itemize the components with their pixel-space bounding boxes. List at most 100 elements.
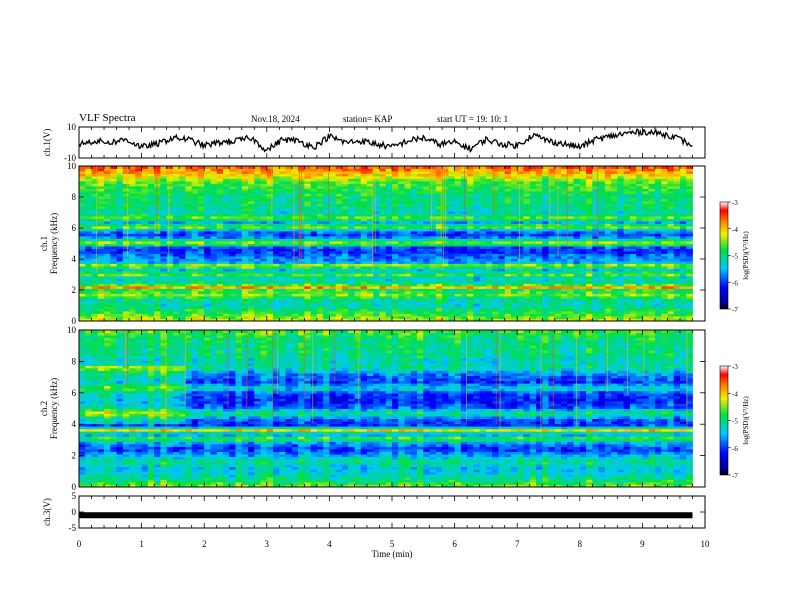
- ch1-cell: [642, 271, 649, 274]
- ch1-cell: [549, 256, 556, 259]
- ch1-cell: [185, 196, 192, 199]
- ch1-cell: [367, 274, 374, 277]
- ch1-cell: [530, 221, 537, 224]
- ch1-cell: [430, 294, 437, 297]
- ch1-cell: [486, 244, 493, 247]
- ch1-cell: [661, 264, 668, 267]
- ch1-cell: [110, 269, 117, 272]
- ch1-cell: [223, 296, 230, 299]
- ch1-cell: [279, 246, 286, 249]
- ch1-cell: [373, 249, 380, 252]
- ch1-cell: [523, 301, 530, 304]
- ch1-cell: [311, 231, 318, 234]
- ch1-cell: [430, 314, 437, 317]
- ch1-cell: [160, 206, 167, 209]
- ch1-cell: [680, 301, 687, 304]
- ch1-cell: [179, 306, 186, 309]
- ch1-cell: [204, 214, 211, 217]
- ch1-cell: [92, 269, 99, 272]
- ch1-cell: [379, 264, 386, 267]
- ch1-cell: [448, 311, 455, 314]
- ch1-cell: [498, 249, 505, 252]
- ch1-cell: [79, 231, 86, 234]
- ch1-cell: [567, 236, 574, 239]
- ch1-cell: [605, 261, 612, 264]
- ch1-cell: [442, 291, 449, 294]
- ch1-cell: [498, 306, 505, 309]
- ch1-cell: [348, 209, 355, 212]
- ch1-cell: [686, 246, 693, 249]
- ch1-cell: [674, 279, 681, 282]
- ch1-cell: [79, 269, 86, 272]
- ch1-cell: [329, 224, 336, 227]
- ch1-cell: [342, 309, 349, 312]
- ch1-cell: [492, 309, 499, 312]
- ch1-cell: [561, 281, 568, 284]
- ch1-cell: [267, 209, 274, 212]
- ch1-cell: [630, 271, 637, 274]
- ch1-cell: [342, 304, 349, 307]
- ch1-cell: [674, 311, 681, 314]
- ch1-cell: [386, 239, 393, 242]
- ch1-cell: [661, 314, 668, 317]
- ch1-cell: [649, 199, 656, 202]
- ch1-cell: [292, 206, 299, 209]
- ch1-cell: [167, 294, 174, 297]
- ch1-cell: [561, 311, 568, 314]
- ch1-cell: [317, 266, 324, 269]
- ch1-cell: [592, 316, 599, 319]
- ch1-cell: [586, 199, 593, 202]
- ch1-cell: [129, 274, 136, 277]
- ch1-cell: [236, 269, 243, 272]
- ch1-cell: [104, 314, 111, 317]
- ch1-cell: [505, 206, 512, 209]
- ch1-cell: [417, 206, 424, 209]
- ch1-cell: [217, 256, 224, 259]
- ch1-cell: [649, 194, 656, 197]
- ch1-cell: [586, 236, 593, 239]
- ch1-cell: [323, 269, 330, 272]
- ch1-cell: [160, 316, 167, 319]
- ch1-cell: [542, 314, 549, 317]
- ch1-cell: [611, 254, 618, 257]
- ch1-cell: [580, 256, 587, 259]
- ch1-cell: [605, 219, 612, 222]
- ch1-cell: [248, 194, 255, 197]
- ch1-cell: [261, 276, 268, 279]
- ch1-cell: [148, 196, 155, 199]
- ch1-cell: [223, 249, 230, 252]
- ch1-cell: [617, 216, 624, 219]
- ch1-cell: [649, 211, 656, 214]
- ch1-cell: [492, 281, 499, 284]
- ch1-cell: [630, 236, 637, 239]
- ch1-cell: [248, 266, 255, 269]
- ch1-cell: [379, 254, 386, 257]
- ch1-cell: [530, 209, 537, 212]
- ch1-cell: [667, 241, 674, 244]
- ch1-cell: [179, 229, 186, 232]
- ch1-cell: [354, 211, 361, 214]
- ch1-cell: [129, 316, 136, 319]
- ch1-cell: [505, 314, 512, 317]
- ch1-cell: [242, 314, 249, 317]
- ch1-cell: [580, 309, 587, 312]
- ch1-cell: [398, 196, 405, 199]
- ch1-cell: [129, 264, 136, 267]
- ch1-cell: [680, 274, 687, 277]
- ch1-cell: [467, 286, 474, 289]
- ch1-cell: [79, 261, 86, 264]
- ch1-cell: [148, 199, 155, 202]
- ch1-cell: [148, 241, 155, 244]
- ch1-cell: [517, 229, 524, 232]
- ch1-cell: [542, 301, 549, 304]
- ch1-cell: [329, 209, 336, 212]
- ch1-cell: [311, 254, 318, 257]
- ch1-cell: [248, 279, 255, 282]
- ch1-cell: [379, 199, 386, 202]
- ch1-cell: [611, 294, 618, 297]
- ch1-cell: [273, 254, 280, 257]
- ch1-cell: [336, 301, 343, 304]
- ch1-cell: [386, 299, 393, 302]
- ch1-cell: [242, 226, 249, 229]
